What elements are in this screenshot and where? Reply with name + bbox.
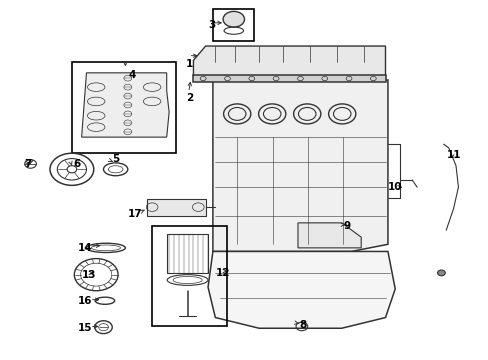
Text: 2: 2 [186, 93, 193, 103]
Text: 15: 15 [78, 323, 93, 333]
Text: 16: 16 [78, 296, 93, 306]
Text: 8: 8 [299, 320, 306, 330]
Text: 11: 11 [446, 150, 460, 160]
Text: 1: 1 [186, 59, 193, 69]
Text: 14: 14 [78, 243, 93, 253]
Bar [152, 226, 227, 327]
Text: 17: 17 [127, 209, 142, 219]
Text: 6: 6 [73, 159, 80, 169]
Bar [166, 234, 207, 273]
Text: 4: 4 [129, 69, 136, 80]
Text: 5: 5 [112, 154, 119, 163]
Bar [193, 75, 385, 82]
Circle shape [437, 270, 445, 276]
Circle shape [223, 12, 244, 27]
Text: 3: 3 [208, 19, 215, 30]
Polygon shape [81, 73, 169, 137]
Bar [72, 62, 176, 153]
Text: 12: 12 [215, 268, 229, 278]
Polygon shape [193, 46, 385, 76]
Polygon shape [297, 223, 361, 248]
Polygon shape [207, 251, 394, 328]
Text: 7: 7 [24, 159, 32, 169]
Text: 10: 10 [387, 182, 402, 192]
Bar [212, 9, 254, 41]
Text: 13: 13 [81, 270, 96, 280]
Polygon shape [212, 80, 387, 251]
Text: 9: 9 [343, 221, 349, 231]
Bar [147, 199, 205, 216]
